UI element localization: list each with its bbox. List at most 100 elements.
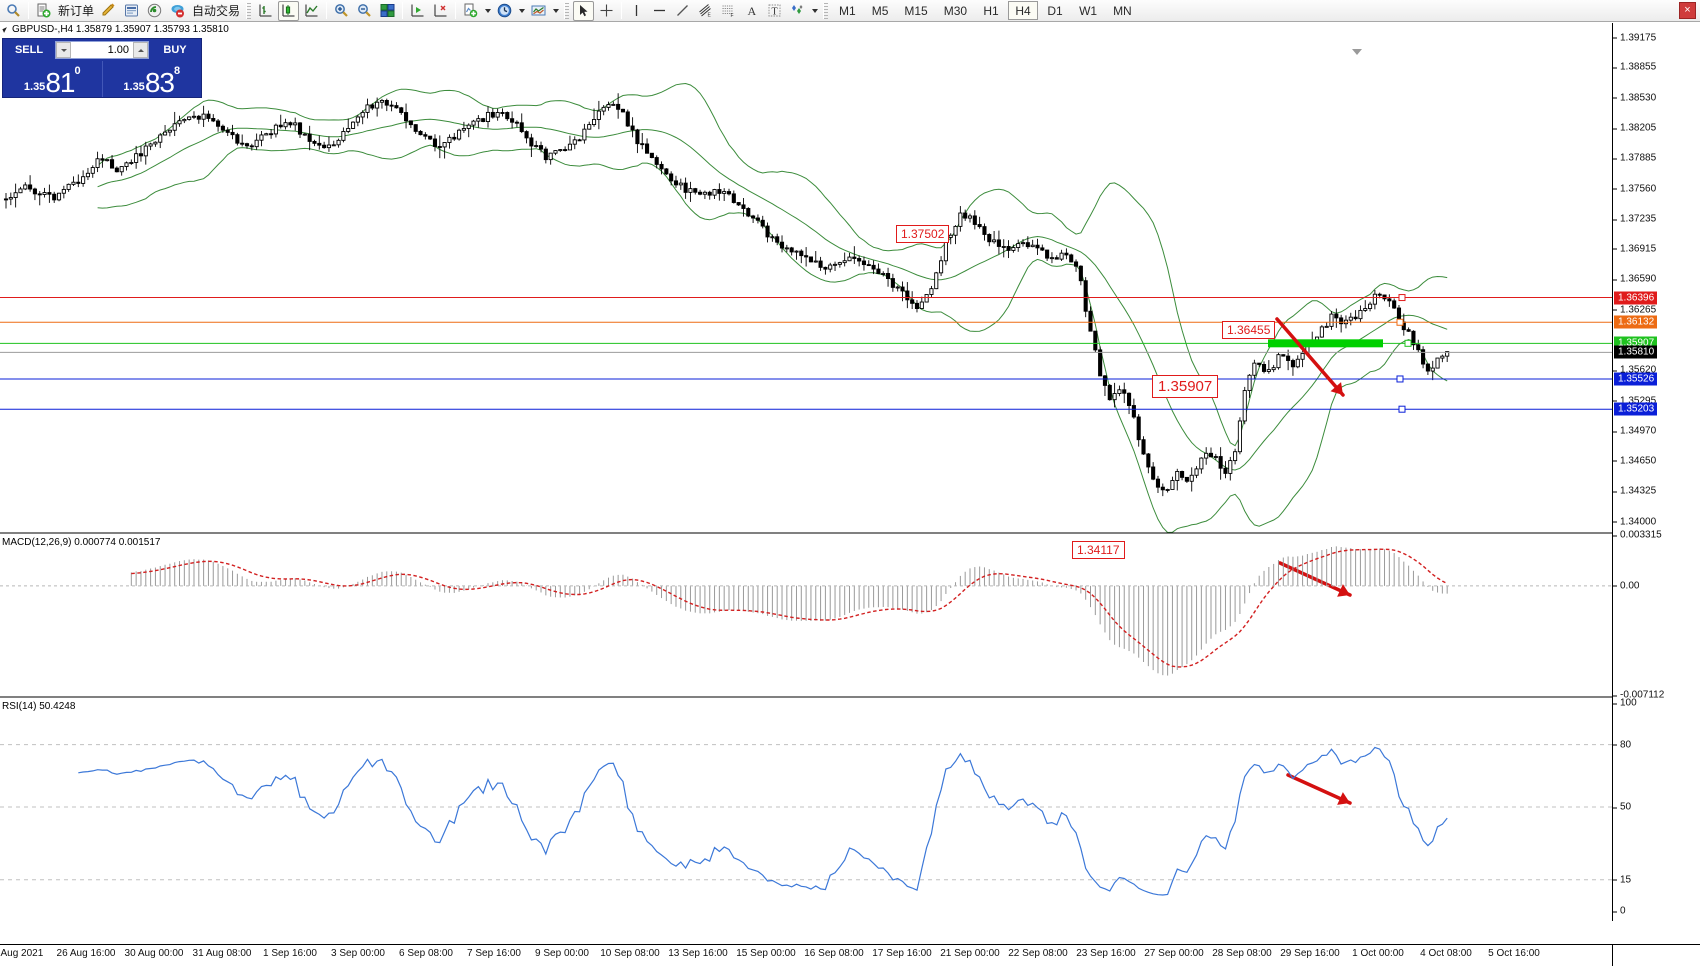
buy-price-prefix: 1.35 bbox=[123, 81, 145, 93]
chart-collapse-icon[interactable] bbox=[2, 26, 9, 33]
timeframe-d1[interactable]: D1 bbox=[1047, 3, 1063, 18]
indicators-icon[interactable] bbox=[460, 1, 481, 21]
toolbar-grip[interactable] bbox=[246, 2, 252, 19]
toolbar-grip[interactable] bbox=[823, 2, 829, 19]
chart-price-label[interactable]: 1.37502 bbox=[896, 225, 950, 243]
chart-shift-marker[interactable] bbox=[1352, 49, 1362, 55]
sell-price-prefix: 1.35 bbox=[23, 81, 46, 93]
price-tick: 1.34325 bbox=[1613, 486, 1656, 497]
bar-chart-icon[interactable] bbox=[255, 1, 276, 21]
line-chart-icon[interactable] bbox=[301, 1, 322, 21]
label-icon[interactable]: T bbox=[764, 1, 785, 21]
level-drag-handle[interactable] bbox=[1396, 375, 1404, 383]
bearish-arrow-macd[interactable] bbox=[1278, 561, 1352, 597]
terminal-icon[interactable] bbox=[121, 1, 142, 21]
indicators-dropdown-arrow[interactable] bbox=[482, 2, 493, 20]
buy-button[interactable]: BUY bbox=[163, 44, 187, 56]
chart-price-label[interactable]: 1.35907 bbox=[1152, 375, 1219, 398]
svg-text:E: E bbox=[708, 13, 712, 19]
chart-price-label[interactable]: 1.36455 bbox=[1222, 321, 1276, 339]
price-level-badge[interactable]: 1.35810 bbox=[1614, 345, 1658, 359]
level-drag-handle[interactable] bbox=[1398, 294, 1406, 302]
new-order-icon[interactable] bbox=[33, 1, 54, 21]
bearish-arrow-rsi[interactable] bbox=[1286, 773, 1352, 805]
chart-window[interactable]: MACD(12,26,9) 0.000774 0.001517 RSI(14) 5… bbox=[0, 23, 1700, 966]
equidistant-channel-icon[interactable]: E bbox=[695, 1, 716, 21]
timeframe-w1[interactable]: W1 bbox=[1079, 3, 1098, 18]
timeframe-m1[interactable]: M1 bbox=[839, 3, 856, 18]
timeframe-h4[interactable]: H4 bbox=[1008, 1, 1039, 20]
volume-stepper[interactable]: 1.00 bbox=[55, 41, 149, 59]
shapes-dropdown-arrow[interactable] bbox=[809, 2, 820, 20]
autotrading-label[interactable]: 自动交易 bbox=[192, 4, 241, 18]
timeframe-m15[interactable]: M15 bbox=[904, 3, 928, 18]
timeframe-h1[interactable]: H1 bbox=[983, 3, 999, 18]
price-plot-area[interactable]: MACD(12,26,9) 0.000774 0.001517 RSI(14) 5… bbox=[0, 23, 1612, 921]
periods-dropdown-arrow[interactable] bbox=[516, 2, 527, 20]
timeframe-m30[interactable]: M30 bbox=[943, 3, 968, 18]
main-toolbar: 新订单 自动交易 bbox=[0, 0, 1700, 22]
rsi-axis-tick: 80 bbox=[1613, 739, 1631, 750]
close-icon[interactable]: × bbox=[1679, 2, 1696, 19]
magnifier-icon[interactable] bbox=[3, 1, 24, 21]
price-tick: 1.37560 bbox=[1613, 183, 1656, 194]
one-click-trading-panel[interactable]: SELL 1.00 BUY 1.35 81 0 1.35 83 8 bbox=[2, 38, 202, 98]
price-level-badge[interactable]: 1.36396 bbox=[1614, 291, 1658, 305]
horizontal-line-icon[interactable] bbox=[649, 1, 670, 21]
chart-shift-icon[interactable] bbox=[430, 1, 451, 21]
volume-increase-icon[interactable] bbox=[133, 42, 148, 58]
tile-windows-icon[interactable] bbox=[377, 1, 398, 21]
buy-price[interactable]: 1.35 83 8 bbox=[101, 61, 202, 97]
text-icon[interactable]: A bbox=[741, 1, 762, 21]
vertical-line-icon[interactable] bbox=[626, 1, 647, 21]
price-level-badge[interactable]: 1.35203 bbox=[1614, 402, 1658, 416]
level-drag-handle[interactable] bbox=[1396, 318, 1404, 326]
zoom-out-icon[interactable] bbox=[354, 1, 375, 21]
volume-decrease-icon[interactable] bbox=[56, 42, 71, 58]
signals-icon[interactable] bbox=[144, 1, 165, 21]
level-drag-handle[interactable] bbox=[1398, 405, 1406, 413]
volume-input[interactable]: 1.00 bbox=[107, 44, 129, 56]
toolbar-separator bbox=[455, 2, 457, 19]
time-tick: 1 Oct 00:00 bbox=[1352, 948, 1404, 959]
timeframe-m5[interactable]: M5 bbox=[871, 3, 889, 18]
symbol-ohlc-text: GBPUSD-,H4 1.35879 1.35907 1.35793 1.358… bbox=[12, 24, 229, 35]
price-tick: 1.34970 bbox=[1613, 426, 1656, 437]
autotrading-icon[interactable] bbox=[167, 1, 188, 21]
shapes-icon[interactable] bbox=[787, 1, 808, 21]
sell-button[interactable]: SELL bbox=[14, 44, 44, 56]
bearish-arrow-price[interactable] bbox=[1275, 317, 1345, 397]
fibonacci-icon[interactable]: F bbox=[718, 1, 739, 21]
price-tick: 1.38530 bbox=[1613, 92, 1656, 103]
templates-dropdown-arrow[interactable] bbox=[550, 2, 561, 20]
new-order-label[interactable]: 新订单 bbox=[58, 4, 95, 18]
timeframe-button-group: M1 M5 M15 M30 H1 H4 D1 W1 MN bbox=[831, 1, 1140, 20]
toolbar-grip[interactable] bbox=[564, 2, 570, 19]
macd-label: MACD(12,26,9) 0.000774 0.001517 bbox=[2, 537, 161, 548]
price-tick: 1.36590 bbox=[1613, 274, 1656, 285]
svg-text:A: A bbox=[748, 4, 757, 18]
sell-price[interactable]: 1.35 81 0 bbox=[3, 61, 102, 97]
crosshair-icon[interactable] bbox=[596, 1, 617, 21]
chart-price-label[interactable]: 1.34117 bbox=[1072, 541, 1125, 559]
templates-icon[interactable] bbox=[528, 1, 549, 21]
time-tick: 6 Sep 08:00 bbox=[399, 948, 453, 959]
level-drag-handle[interactable] bbox=[1404, 339, 1412, 347]
candlestick-chart-icon[interactable] bbox=[278, 0, 300, 21]
pencil-icon[interactable] bbox=[98, 1, 119, 21]
cursor-icon[interactable] bbox=[573, 0, 595, 21]
auto-scroll-icon[interactable] bbox=[407, 1, 428, 21]
periods-icon[interactable] bbox=[494, 1, 515, 21]
macd-axis-tick: 0.003315 bbox=[1613, 530, 1662, 541]
price-axis[interactable]: 1.39175 1.38855 1.38530 1.38205 1.37885 1.375… bbox=[1612, 23, 1700, 921]
price-tick: 1.34000 bbox=[1613, 516, 1656, 527]
zoom-in-icon[interactable] bbox=[331, 1, 352, 21]
toolbar-separator bbox=[621, 2, 623, 19]
timeframe-mn[interactable]: MN bbox=[1113, 3, 1132, 18]
time-tick: 29 Sep 16:00 bbox=[1280, 948, 1340, 959]
time-axis[interactable]: 5 Aug 2021 26 Aug 16:00 30 Aug 00:00 31 Aug… bbox=[0, 944, 1612, 966]
price-level-badge[interactable]: 1.36132 bbox=[1614, 315, 1658, 329]
price-level-badge[interactable]: 1.35526 bbox=[1614, 372, 1658, 386]
axis-corner bbox=[1612, 944, 1700, 966]
trendline-icon[interactable] bbox=[672, 1, 693, 21]
